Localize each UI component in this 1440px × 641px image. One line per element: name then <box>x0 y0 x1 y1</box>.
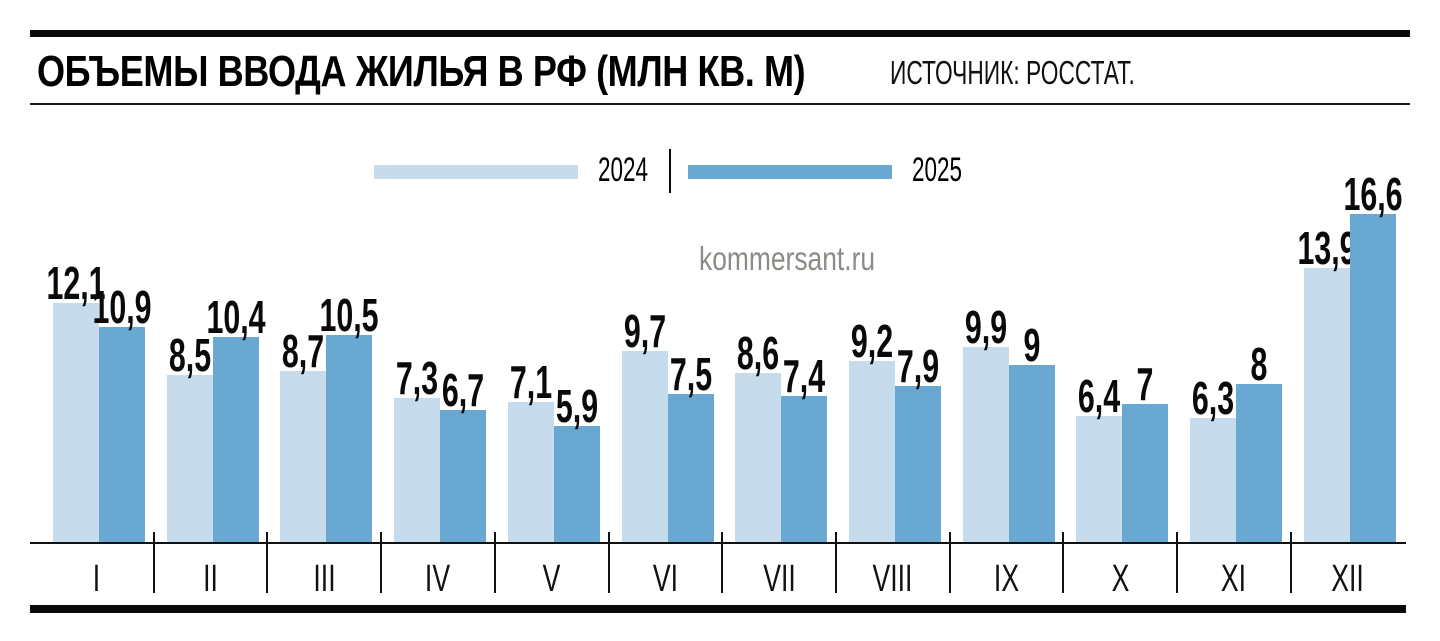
value-label-2024-IX: 9,9 <box>964 300 1007 353</box>
month-label-I: I <box>93 558 101 600</box>
month-label-IX: IX <box>993 558 1020 600</box>
bar-2025-XII <box>1349 213 1396 543</box>
bar-2024-VI <box>621 350 668 543</box>
axis-tick <box>266 532 269 593</box>
top-rule <box>30 30 1410 37</box>
month-label-XI: XI <box>1221 558 1247 600</box>
legend-swatch-2024 <box>374 165 578 179</box>
bar-2025-IX <box>1008 364 1055 543</box>
axis-tick <box>948 532 951 593</box>
value-label-2025-VII: 7,4 <box>783 350 826 403</box>
axis-tick <box>493 532 496 593</box>
bar-2024-VIII <box>848 360 895 543</box>
bar-2025-V <box>553 426 600 543</box>
value-label-2025-XI: 8 <box>1250 338 1268 391</box>
bar-2025-VI <box>667 394 714 543</box>
value-label-2024-I: 12,1 <box>46 257 106 310</box>
bar-2024-IV <box>394 398 441 543</box>
bar-2024-V <box>507 402 554 543</box>
bar-2024-VII <box>735 372 782 543</box>
value-label-2024-V: 7,1 <box>509 356 552 409</box>
month-label-IV: IV <box>425 558 451 600</box>
axis-tick <box>721 532 724 593</box>
legend-label-2025: 2025 <box>912 151 962 189</box>
bar-2024-III <box>280 370 327 543</box>
value-label-2024-VIII: 9,2 <box>850 314 893 367</box>
bar-2024-XI <box>1190 418 1236 543</box>
value-label-2025-III: 10,5 <box>319 288 379 341</box>
month-label-VII: VII <box>762 558 796 600</box>
axis-tick <box>1289 532 1292 593</box>
bar-2025-X <box>1122 404 1169 543</box>
month-label-III: III <box>313 558 336 600</box>
bar-2025-III <box>326 334 373 543</box>
watermark: kommersant.ru <box>637 242 937 275</box>
axis-tick <box>1062 532 1065 593</box>
value-label-2025-XII: 16,6 <box>1343 167 1403 220</box>
month-label-X: X <box>1111 558 1130 600</box>
bar-2024-XII <box>1303 267 1350 543</box>
value-label-2025-X: 7 <box>1136 358 1154 411</box>
month-label-VIII: VIII <box>872 558 913 600</box>
source-label: ИСТОЧНИК: РОССТАТ. <box>890 54 1135 91</box>
legend-divider <box>669 149 671 193</box>
value-label-2024-XII: 13,9 <box>1297 221 1357 274</box>
value-label-2024-III: 8,7 <box>282 324 325 377</box>
axis-baseline <box>30 542 1406 544</box>
bar-2024-II <box>166 374 213 543</box>
legend-swatch-2025 <box>688 165 892 179</box>
axis-tick <box>834 532 837 593</box>
header-divider-rule <box>30 103 1410 105</box>
value-label-2025-IV: 6,7 <box>441 364 485 417</box>
axis-tick <box>607 532 610 593</box>
month-label-V: V <box>542 558 561 600</box>
value-label-2025-VIII: 7,9 <box>896 340 939 393</box>
value-label-2025-I: 10,9 <box>92 280 152 333</box>
bar-2025-I <box>99 326 145 543</box>
month-label-II: II <box>203 558 218 600</box>
value-label-2025-V: 5,9 <box>555 380 598 433</box>
bar-2025-XI <box>1236 384 1282 543</box>
legend-label-2024: 2024 <box>598 151 648 189</box>
value-label-2024-X: 6,4 <box>1078 370 1121 423</box>
value-label-2024-II: 8,5 <box>168 328 211 381</box>
value-label-2024-VII: 8,6 <box>737 326 780 379</box>
value-label-2025-VI: 7,5 <box>669 348 712 401</box>
month-label-XII: XII <box>1331 558 1364 600</box>
axis-tick <box>1176 532 1178 593</box>
month-label-VI: VI <box>652 558 678 600</box>
bar-2025-IV <box>440 410 487 543</box>
axis-tick <box>380 532 383 593</box>
value-label-2025-II: 10,4 <box>206 290 266 343</box>
bar-2025-VII <box>781 396 828 543</box>
bar-2025-II <box>212 336 259 543</box>
bottom-rule <box>30 605 1406 613</box>
axis-tick <box>152 532 155 593</box>
bar-2024-IX <box>962 346 1009 543</box>
bar-2024-X <box>1076 416 1123 543</box>
watermark-text: kommersant.ru <box>698 240 876 277</box>
chart-title: ОБЪЕМЫ ВВОДА ЖИЛЬЯ В РФ (МЛН КВ. М) <box>37 47 806 96</box>
bar-2025-VIII <box>894 386 941 543</box>
bar-2024-I <box>53 303 99 543</box>
value-label-2025-IX: 9 <box>1023 318 1041 371</box>
value-label-2024-XI: 6,3 <box>1191 372 1235 425</box>
value-label-2024-IV: 7,3 <box>395 352 439 405</box>
value-label-2024-VI: 9,7 <box>623 304 666 357</box>
